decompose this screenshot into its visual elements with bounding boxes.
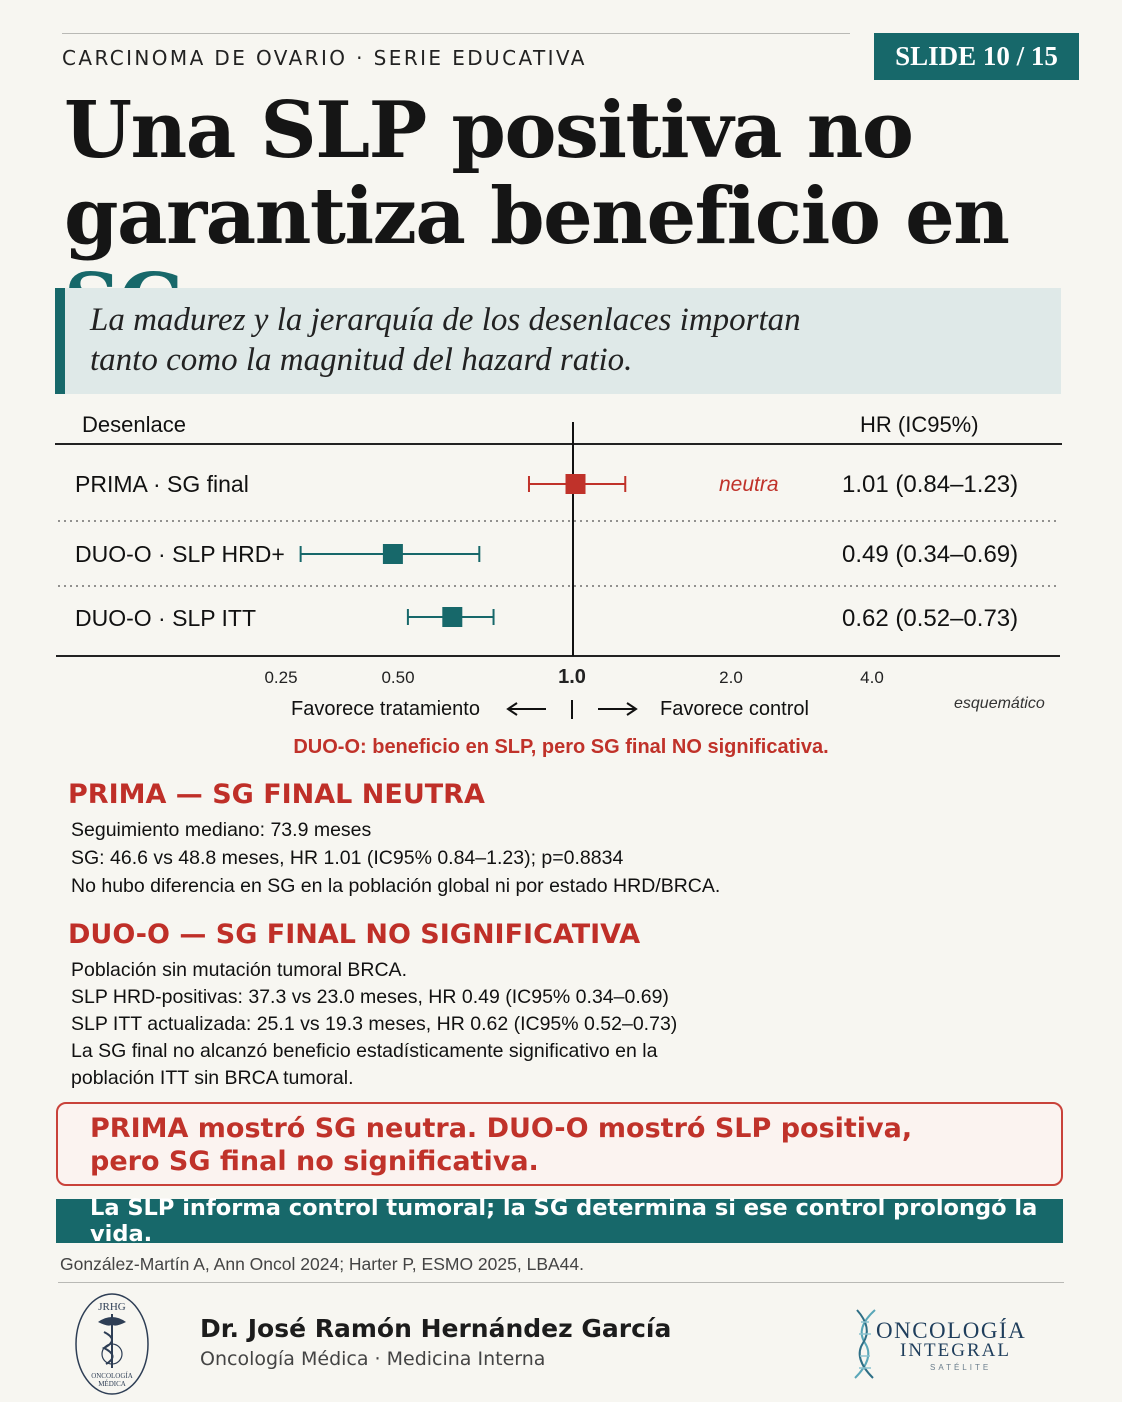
col-header-outcome: Desenlace bbox=[82, 412, 186, 437]
author-role: Oncología Médica · Medicina Interna bbox=[200, 1348, 546, 1370]
chart-takeaway: DUO-O: beneficio en SLP, pero SG final N… bbox=[293, 736, 829, 758]
section-line: No hubo diferencia en SG en la población… bbox=[71, 875, 721, 897]
favor-arrows bbox=[506, 700, 638, 719]
hr-point-marker bbox=[442, 607, 463, 627]
row-note-neutral: neutra bbox=[719, 473, 779, 496]
callout-line-1: PRIMA mostró SG neutra. DUO-O mostró SLP… bbox=[90, 1113, 913, 1144]
subtitle-line-1: La madurez y la jerarquía de los desenla… bbox=[90, 302, 801, 338]
row-label: DUO-O · SLP ITT bbox=[75, 605, 257, 631]
footer-rule bbox=[58, 1282, 1064, 1283]
callout-line-2: pero SG final no significativa. bbox=[90, 1146, 539, 1177]
subtitle-line-2: tanto como la magnitud del hazard ratio. bbox=[90, 342, 633, 378]
section-line: SLP ITT actualizada: 25.1 vs 19.3 meses,… bbox=[71, 1013, 678, 1035]
key-callout-box bbox=[56, 1102, 1063, 1186]
forest-plot bbox=[55, 422, 1062, 719]
x-tick-label: 0.50 bbox=[381, 668, 415, 687]
row-hr-value: 0.62 (0.52–0.73) bbox=[842, 605, 1019, 632]
row-label: DUO-O · SLP HRD+ bbox=[75, 541, 285, 567]
row-hr-value: 0.49 (0.34–0.69) bbox=[842, 541, 1019, 568]
title-line-1: Una SLP positiva no bbox=[64, 85, 914, 176]
subtitle: La madurez y la jerarquía de los desenla… bbox=[90, 300, 1040, 380]
author-name: Dr. José Ramón Hernández García bbox=[200, 1314, 672, 1343]
section-line: SLP HRD-positivas: 37.3 vs 23.0 meses, H… bbox=[71, 986, 669, 1008]
jrhg-logo: JRHG ONCOLOGÍA MÉDICA bbox=[75, 1293, 149, 1395]
page-title: Una SLP positiva no garantiza beneficio … bbox=[64, 88, 1064, 346]
section-heading-prima: PRIMA — SG FINAL NEUTRA bbox=[68, 779, 485, 810]
arrow-right-icon bbox=[626, 702, 638, 716]
svg-text:MÉDICA: MÉDICA bbox=[98, 1380, 126, 1388]
row-label: PRIMA · SG final bbox=[75, 471, 249, 497]
slide-counter-badge: SLIDE 10 / 15 bbox=[874, 33, 1079, 80]
title-line-2-main: garantiza beneficio en bbox=[64, 171, 1010, 262]
col-header-hr: HR (IC95%) bbox=[860, 412, 979, 437]
brand-line-2: INTEGRAL bbox=[900, 1340, 1011, 1361]
series-label: CARCINOMA DE OVARIO · SERIE EDUCATIVA bbox=[62, 46, 587, 70]
favors-treatment-label: Favorece tratamiento bbox=[291, 698, 480, 720]
x-tick-label: 0.25 bbox=[264, 668, 298, 687]
brand-line-1: ONCOLOGÍA bbox=[876, 1318, 1027, 1343]
section-line: SG: 46.6 vs 48.8 meses, HR 1.01 (IC95% 0… bbox=[71, 847, 624, 869]
section-line: Seguimiento mediano: 73.9 meses bbox=[71, 819, 372, 841]
favors-control-label: Favorece control bbox=[660, 698, 809, 720]
row-hr-value: 1.01 (0.84–1.23) bbox=[842, 471, 1019, 498]
x-tick-label: 4.0 bbox=[860, 668, 884, 687]
subtitle-box bbox=[55, 288, 1061, 394]
svg-text:ONCOLOGÍA: ONCOLOGÍA bbox=[91, 1372, 133, 1380]
hr-point-marker bbox=[382, 544, 403, 564]
schematic-note: esquemático bbox=[954, 695, 1045, 712]
title-line-2: garantiza beneficio en SG bbox=[64, 174, 1064, 346]
hr-point-marker bbox=[565, 474, 586, 494]
svg-text:JRHG: JRHG bbox=[98, 1301, 126, 1313]
key-callout-text: PRIMA mostró SG neutra. DUO-O mostró SLP… bbox=[90, 1112, 1050, 1178]
section-line: Población sin mutación tumoral BRCA. bbox=[71, 959, 407, 981]
top-rule bbox=[62, 33, 850, 34]
section-line: La SG final no alcanzó beneficio estadís… bbox=[71, 1040, 658, 1062]
section-heading-duo-o: DUO-O — SG FINAL NO SIGNIFICATIVA bbox=[68, 919, 641, 950]
x-tick-label: 2.0 bbox=[719, 668, 743, 687]
forest-marks bbox=[299, 474, 627, 627]
references: González-Martín A, Ann Oncol 2024; Harte… bbox=[60, 1254, 584, 1274]
conclusion-banner: La SLP informa control tumoral; la SG de… bbox=[56, 1195, 1063, 1247]
arrow-left-icon bbox=[506, 702, 518, 716]
x-tick-label: 1.0 bbox=[558, 666, 586, 688]
brand-line-3: SATÉLITE bbox=[930, 1363, 992, 1372]
oncologia-integral-logo bbox=[854, 1309, 876, 1379]
section-line: población ITT sin BRCA tumoral. bbox=[71, 1067, 354, 1089]
